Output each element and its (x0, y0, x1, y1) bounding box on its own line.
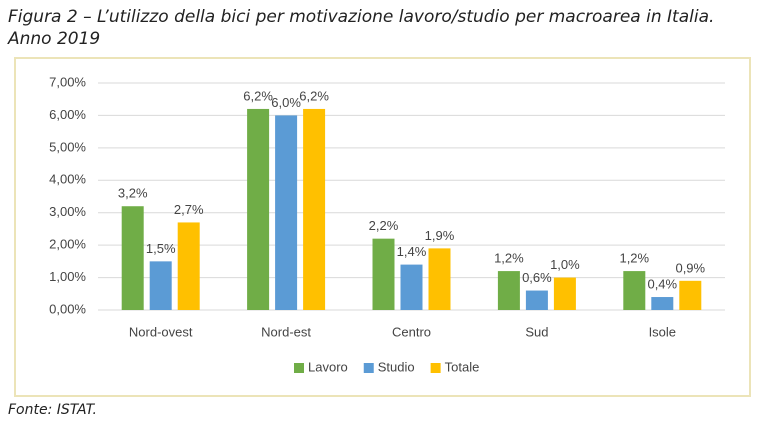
value-label: 2,2% (369, 218, 399, 233)
y-tick-label: 6,00% (49, 107, 86, 122)
bar (497, 271, 520, 310)
value-label: 0,9% (675, 260, 705, 275)
x-tick-label: Sud (525, 324, 548, 339)
legend-label: Lavoro (308, 359, 348, 374)
legend-swatch (294, 363, 304, 373)
bar (121, 206, 144, 310)
legend-label: Totale (445, 359, 480, 374)
bar (275, 115, 298, 310)
bar (149, 261, 172, 310)
bar (400, 264, 423, 310)
legend-swatch (430, 363, 441, 373)
x-tick-label: Centro (392, 324, 431, 339)
bar (679, 280, 702, 310)
value-label: 1,4% (397, 244, 427, 259)
bar (553, 277, 576, 310)
x-tick-label: Nord-ovest (129, 324, 193, 339)
value-label: 6,2% (299, 88, 329, 103)
legend-label: Studio (378, 359, 415, 374)
x-tick-label: Nord-est (261, 324, 311, 339)
value-label: 0,4% (647, 276, 677, 291)
source-note: Fonte: ISTAT. (8, 402, 97, 418)
y-tick-label: 2,00% (49, 237, 86, 252)
y-tick-label: 5,00% (49, 139, 86, 154)
value-label: 3,2% (118, 186, 148, 201)
y-tick-label: 3,00% (49, 204, 86, 219)
bar (623, 271, 646, 310)
bar (303, 108, 326, 310)
bar (525, 290, 548, 310)
bar (428, 248, 451, 310)
value-label: 1,9% (425, 228, 455, 243)
chart-frame (14, 57, 751, 397)
value-label: 1,5% (146, 241, 176, 256)
legend-swatch (363, 363, 374, 373)
y-tick-label: 7,00% (49, 74, 86, 89)
bar (177, 222, 200, 310)
bar (372, 238, 395, 310)
y-tick-label: 4,00% (49, 172, 86, 187)
x-tick-label: Isole (649, 324, 676, 339)
value-label: 1,0% (550, 257, 580, 272)
chart-title: Figura 2 – L’utilizzo della bici per mot… (8, 7, 715, 49)
value-label: 1,2% (619, 251, 649, 266)
value-label: 6,0% (271, 95, 301, 110)
value-label: 0,6% (522, 270, 552, 285)
value-label: 2,7% (174, 202, 204, 217)
value-label: 6,2% (243, 88, 273, 103)
y-tick-label: 1,00% (49, 269, 86, 284)
bar (651, 297, 674, 310)
y-tick-label: 0,00% (49, 301, 86, 316)
bar (247, 108, 270, 310)
value-label: 1,2% (494, 251, 524, 266)
